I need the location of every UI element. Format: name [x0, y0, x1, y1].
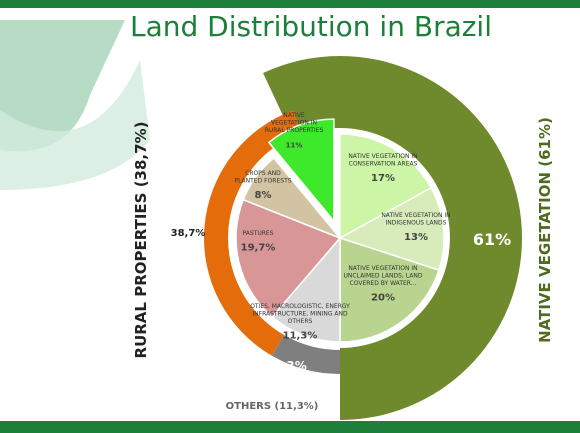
top-bar — [0, 0, 580, 8]
bottom-bar — [0, 421, 580, 433]
ring-native-extension — [263, 56, 340, 139]
slice-indigenous-value: 13% — [404, 232, 428, 243]
slice-native-rural-label: NATIVE VEGETATION IN RURAL PROPERTIES — [265, 112, 324, 134]
slice-pastures-value: 19,7% — [241, 243, 276, 254]
slice-indigenous-label: NATIVE VEGETATION IN INDIGENOUS LANDS — [381, 212, 450, 227]
rural-properties-value: 38,7% — [171, 228, 206, 239]
inner-slices — [235, 118, 445, 343]
slice-others-value: 11,3% — [283, 331, 318, 342]
slice-crops-label: CROPS AND PLANTED FORESTS — [234, 170, 291, 185]
native-vegetation-label: NATIVE VEGETATION (61%) — [536, 117, 554, 343]
ring-rural-properties — [203, 110, 302, 356]
slice-conservation-value: 17% — [371, 173, 395, 184]
native-vegetation-value: 61% — [473, 230, 511, 249]
ring-others — [272, 334, 340, 374]
others-label: OTHERS (11,3%) — [226, 401, 319, 412]
decor-shape-light — [0, 60, 150, 190]
slice-unclaimed-label: NATIVE VEGETATION IN UNCLAIMED LANDS, LAN… — [344, 265, 423, 287]
slice-conservation — [339, 133, 433, 240]
slice-crops — [242, 156, 341, 239]
slice-unclaimed-value: 20% — [371, 293, 395, 304]
slice-native-rural-value: 11% — [286, 142, 303, 150]
slice-native-rural — [267, 118, 335, 224]
outer-rings — [203, 56, 522, 420]
slice-conservation-label: NATIVE VEGETATION IN CONSERVATION AREAS — [348, 153, 417, 168]
slice-pastures — [235, 198, 342, 318]
rural-properties-label: RURAL PROPERTIES (38,7%) — [132, 122, 150, 359]
slice-pastures-label: PASTURES — [243, 230, 274, 237]
others-value: 11,3% — [265, 359, 307, 373]
slice-indigenous — [338, 186, 445, 272]
slice-others-label: OTIES, MACROLOGISTIC, ENERGY INFRASTRUCTU… — [250, 303, 350, 325]
chart-labels: NATIVE VEGETATION IN CONSERVATION AREAS 17… — [132, 112, 554, 412]
slice-others — [271, 235, 341, 343]
slice-crops-value: 8% — [255, 190, 272, 201]
ring-native-vegetation — [340, 56, 522, 420]
slice-unclaimed — [339, 236, 440, 343]
chart-title: Land Distribution in Brazil — [130, 10, 492, 43]
decor-shape — [0, 20, 125, 152]
